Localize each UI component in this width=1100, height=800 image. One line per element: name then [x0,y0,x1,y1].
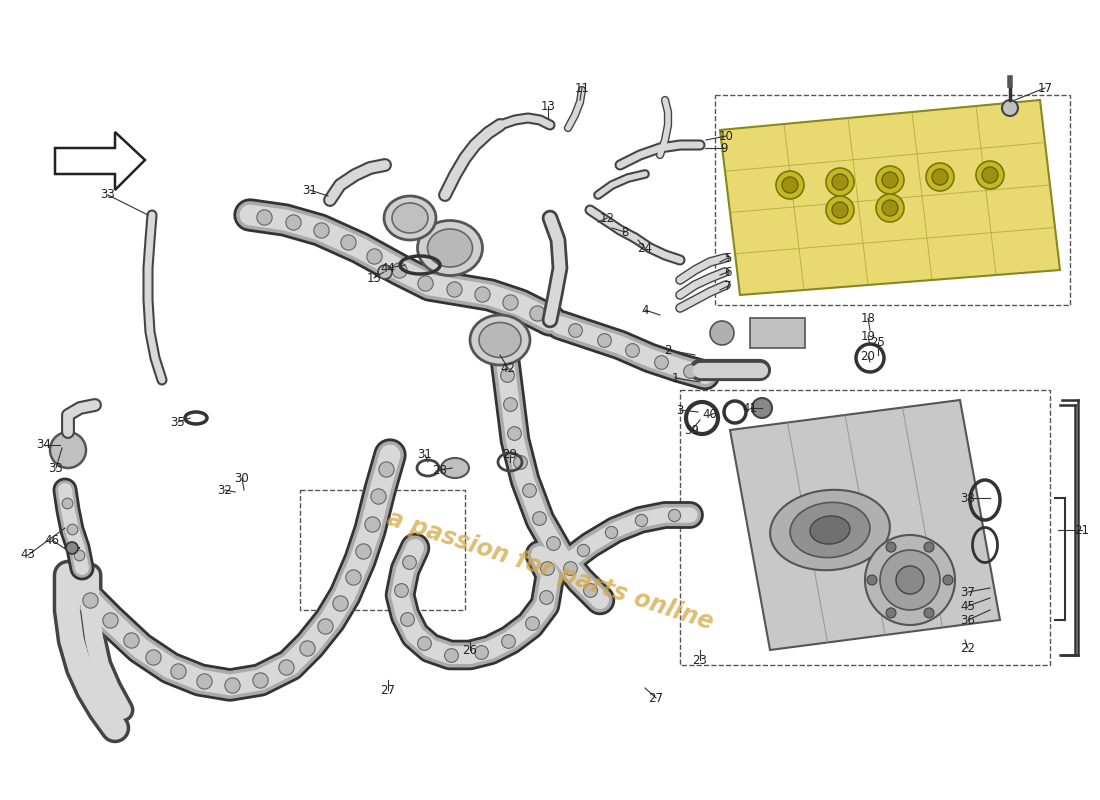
Ellipse shape [810,516,850,544]
Circle shape [876,166,904,194]
Text: 28: 28 [432,463,448,477]
Text: 8: 8 [621,226,629,238]
Circle shape [886,542,896,552]
Text: 39: 39 [684,423,700,437]
Text: 24: 24 [638,242,652,254]
Text: 25: 25 [870,335,886,349]
Text: 23: 23 [693,654,707,666]
Text: 41: 41 [742,402,758,414]
Text: 13: 13 [540,99,556,113]
Text: 15: 15 [366,271,382,285]
Polygon shape [720,100,1060,295]
Ellipse shape [790,502,870,558]
Ellipse shape [428,229,473,267]
Circle shape [896,566,924,594]
Circle shape [932,169,948,185]
Text: 37: 37 [960,586,976,598]
Text: 31: 31 [418,449,432,462]
Circle shape [943,575,953,585]
Text: 31: 31 [302,183,318,197]
Text: 33: 33 [48,462,64,474]
Text: 10: 10 [718,130,734,142]
Circle shape [867,575,877,585]
Ellipse shape [470,315,530,365]
Circle shape [832,174,848,190]
Circle shape [782,177,797,193]
Text: 36: 36 [960,614,976,626]
Ellipse shape [392,203,428,233]
Text: 5: 5 [724,251,732,265]
Ellipse shape [478,322,521,358]
Text: 17: 17 [1037,82,1053,94]
Text: 46: 46 [44,534,59,546]
Text: 27: 27 [649,691,663,705]
Circle shape [50,432,86,468]
Circle shape [378,265,392,279]
Text: 43: 43 [21,549,35,562]
Text: 1: 1 [671,371,679,385]
Text: 22: 22 [960,642,976,654]
Circle shape [710,321,734,345]
Ellipse shape [441,458,469,478]
Text: 21: 21 [1075,523,1089,537]
Text: 18: 18 [860,311,876,325]
Circle shape [924,542,934,552]
Text: 33: 33 [100,189,116,202]
Circle shape [886,608,896,618]
Circle shape [752,398,772,418]
Bar [750,318,805,348]
Text: 38: 38 [960,491,976,505]
Text: 3: 3 [676,403,684,417]
Text: 44: 44 [381,262,396,274]
Circle shape [926,163,954,191]
Text: 29: 29 [503,449,517,462]
Text: 42: 42 [500,362,516,374]
Circle shape [882,172,898,188]
Text: a passion for parts online: a passion for parts online [384,506,716,634]
Text: 32: 32 [218,483,232,497]
Bar [715,95,1070,305]
Text: 12: 12 [600,211,615,225]
Text: 7: 7 [724,279,732,293]
Text: 45: 45 [960,599,976,613]
Text: 19: 19 [860,330,876,342]
Circle shape [924,608,934,618]
Circle shape [880,550,940,610]
Circle shape [776,171,804,199]
Circle shape [832,202,848,218]
Circle shape [66,542,78,554]
Polygon shape [730,400,1000,650]
Ellipse shape [384,196,436,240]
Circle shape [882,200,898,216]
Circle shape [865,535,955,625]
Polygon shape [55,132,145,190]
Bar [300,490,465,610]
Text: 30: 30 [234,471,250,485]
Text: 9: 9 [720,142,728,154]
Circle shape [826,168,854,196]
Text: 40: 40 [703,409,717,422]
Text: 4: 4 [641,303,649,317]
Circle shape [1002,100,1018,116]
Text: 27: 27 [381,683,396,697]
Text: 11: 11 [574,82,590,94]
Ellipse shape [770,490,890,570]
Circle shape [876,194,904,222]
Text: 2: 2 [664,343,672,357]
Circle shape [982,167,998,183]
Text: 34: 34 [36,438,52,451]
Text: 35: 35 [170,415,186,429]
Circle shape [976,161,1004,189]
Text: 6: 6 [724,266,732,278]
Circle shape [826,196,854,224]
Text: 26: 26 [462,643,477,657]
Bar [680,390,1050,665]
Text: 20: 20 [860,350,876,362]
Ellipse shape [418,221,483,275]
